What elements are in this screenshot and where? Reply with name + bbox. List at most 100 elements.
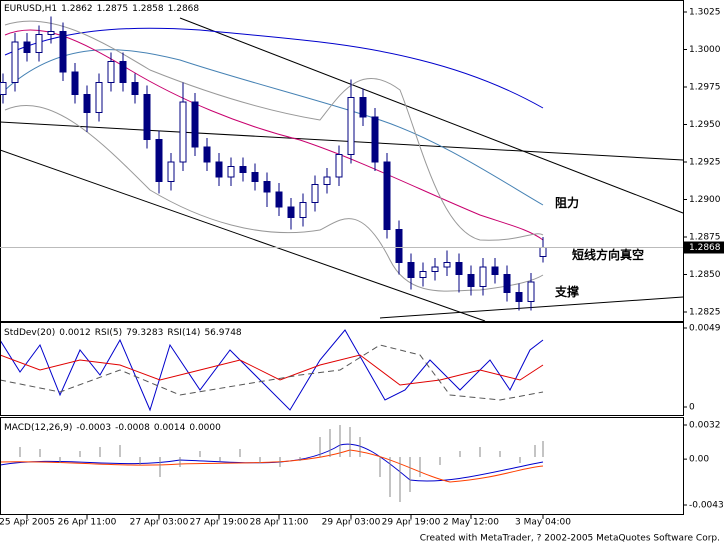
candle-body bbox=[359, 97, 367, 118]
y-tick-label: 1.2900 bbox=[689, 195, 721, 205]
stddev-line bbox=[0, 344, 544, 401]
header-value: 56.9748 bbox=[204, 328, 241, 338]
candle-body bbox=[287, 206, 295, 218]
candle-body bbox=[95, 82, 103, 113]
panel-header: EURUSD,H1 1.2862 1.2875 1.2858 1.2868 bbox=[4, 4, 199, 14]
ma-line bbox=[4, 49, 544, 206]
ma-line bbox=[4, 29, 544, 241]
annotation: 短线方向真空 bbox=[572, 247, 644, 262]
trend-line bbox=[179, 17, 684, 214]
candle-body bbox=[227, 166, 235, 178]
y-tick-label: 1.3000 bbox=[689, 45, 721, 55]
x-tick-label: 27 Apr 03:00 bbox=[130, 518, 189, 528]
macd-line bbox=[0, 443, 544, 482]
header-value: EURUSD,H1 bbox=[4, 4, 57, 14]
header-value: -0.0008 bbox=[115, 423, 150, 433]
x-tick-label: 26 Apr 11:00 bbox=[58, 518, 117, 528]
y-tick-label: 1.2975 bbox=[689, 83, 721, 93]
candle-body bbox=[119, 61, 127, 83]
candle-body bbox=[215, 161, 223, 178]
header-value: 0.0014 bbox=[154, 423, 186, 433]
candle-body bbox=[419, 271, 427, 278]
current-price-label: 1.2868 bbox=[689, 243, 721, 253]
candle-body bbox=[251, 172, 259, 182]
candle-body bbox=[323, 176, 331, 185]
candle-body bbox=[503, 274, 511, 293]
x-tick-label: 27 Apr 19:00 bbox=[190, 518, 249, 528]
x-tick-label: 25 Apr 2005 bbox=[0, 518, 55, 528]
candle-body bbox=[239, 166, 247, 173]
candle-body bbox=[515, 292, 523, 302]
candle-body bbox=[35, 34, 43, 53]
candle-body bbox=[83, 94, 91, 113]
candle-body bbox=[131, 82, 139, 95]
price-panel bbox=[0, 0, 684, 322]
candle-body bbox=[467, 274, 475, 287]
y-tick-label: 0.00 bbox=[689, 455, 709, 465]
header-value: 1.2875 bbox=[97, 4, 129, 14]
y-tick-label: 1.3025 bbox=[689, 8, 721, 18]
header-value: 1.2862 bbox=[61, 4, 93, 14]
macd-histogram bbox=[19, 425, 544, 502]
rsi-line bbox=[0, 354, 544, 386]
header-value: 0.0000 bbox=[189, 423, 221, 433]
candle-body bbox=[59, 31, 67, 73]
y-tick-label: 1.2850 bbox=[689, 270, 721, 280]
candle-body bbox=[455, 262, 463, 275]
y-tick-label: 0.0032 bbox=[689, 421, 721, 431]
header-value: 0.0012 bbox=[59, 328, 91, 338]
candle-body bbox=[539, 247, 547, 257]
candle-body bbox=[155, 139, 163, 182]
signal-line bbox=[0, 449, 544, 483]
candle-body bbox=[71, 71, 79, 95]
annotation: 支撑 bbox=[554, 284, 579, 299]
candle-body bbox=[179, 101, 187, 163]
candle-body bbox=[47, 31, 55, 35]
x-tick-label: 3 May 04:00 bbox=[515, 518, 571, 528]
candle-body bbox=[383, 161, 391, 230]
x-tick-label: 29 Apr 19:00 bbox=[382, 518, 441, 528]
x-tick-label: 2 May 12:00 bbox=[443, 518, 499, 528]
candle-body bbox=[407, 262, 415, 278]
candle-body bbox=[203, 146, 211, 163]
candle-body bbox=[263, 181, 271, 193]
candle-body bbox=[11, 41, 19, 83]
candle-body bbox=[143, 94, 151, 140]
rsi-line bbox=[0, 329, 544, 412]
header-value: RSI(14) bbox=[167, 328, 200, 338]
candle-body bbox=[443, 262, 451, 268]
candle-body bbox=[527, 281, 535, 302]
candle-body bbox=[371, 116, 379, 163]
ma-line bbox=[4, 27, 544, 109]
candle-body bbox=[335, 154, 343, 178]
frames bbox=[0, 0, 684, 515]
y-tick-label: 0.0049 bbox=[689, 324, 721, 334]
footer: Created with MetaTrader, ? 2002-2005 Met… bbox=[420, 534, 720, 544]
candle-body bbox=[395, 229, 403, 263]
panel-header: MACD(12,26,9) -0.0003 -0.0008 0.0014 0.0000 bbox=[4, 423, 221, 433]
y-tick-label: 0 bbox=[689, 403, 695, 413]
band-line bbox=[4, 105, 544, 292]
x-tick-label: 28 Apr 11:00 bbox=[250, 518, 309, 528]
candle-body bbox=[491, 266, 499, 275]
candle-body bbox=[275, 191, 283, 208]
decorations bbox=[0, 17, 684, 502]
trend-line bbox=[0, 149, 486, 322]
macd-panel bbox=[0, 417, 684, 515]
candle-body bbox=[479, 266, 487, 287]
candle-body bbox=[23, 41, 31, 53]
current-price-box bbox=[684, 241, 724, 254]
candle-body bbox=[167, 161, 175, 182]
indicator-panel bbox=[0, 322, 684, 416]
trend-line bbox=[0, 121, 684, 161]
y-tick-label: 1.2950 bbox=[689, 120, 721, 130]
header-value: 1.2868 bbox=[168, 4, 200, 14]
header-value: 79.3283 bbox=[126, 328, 163, 338]
annotation: 阻力 bbox=[555, 195, 579, 210]
header-value: 1.2858 bbox=[132, 4, 164, 14]
candle-body bbox=[347, 97, 355, 155]
header-value: StdDev(20) bbox=[4, 328, 55, 338]
band-line bbox=[4, 20, 544, 241]
candle-body bbox=[191, 101, 199, 148]
